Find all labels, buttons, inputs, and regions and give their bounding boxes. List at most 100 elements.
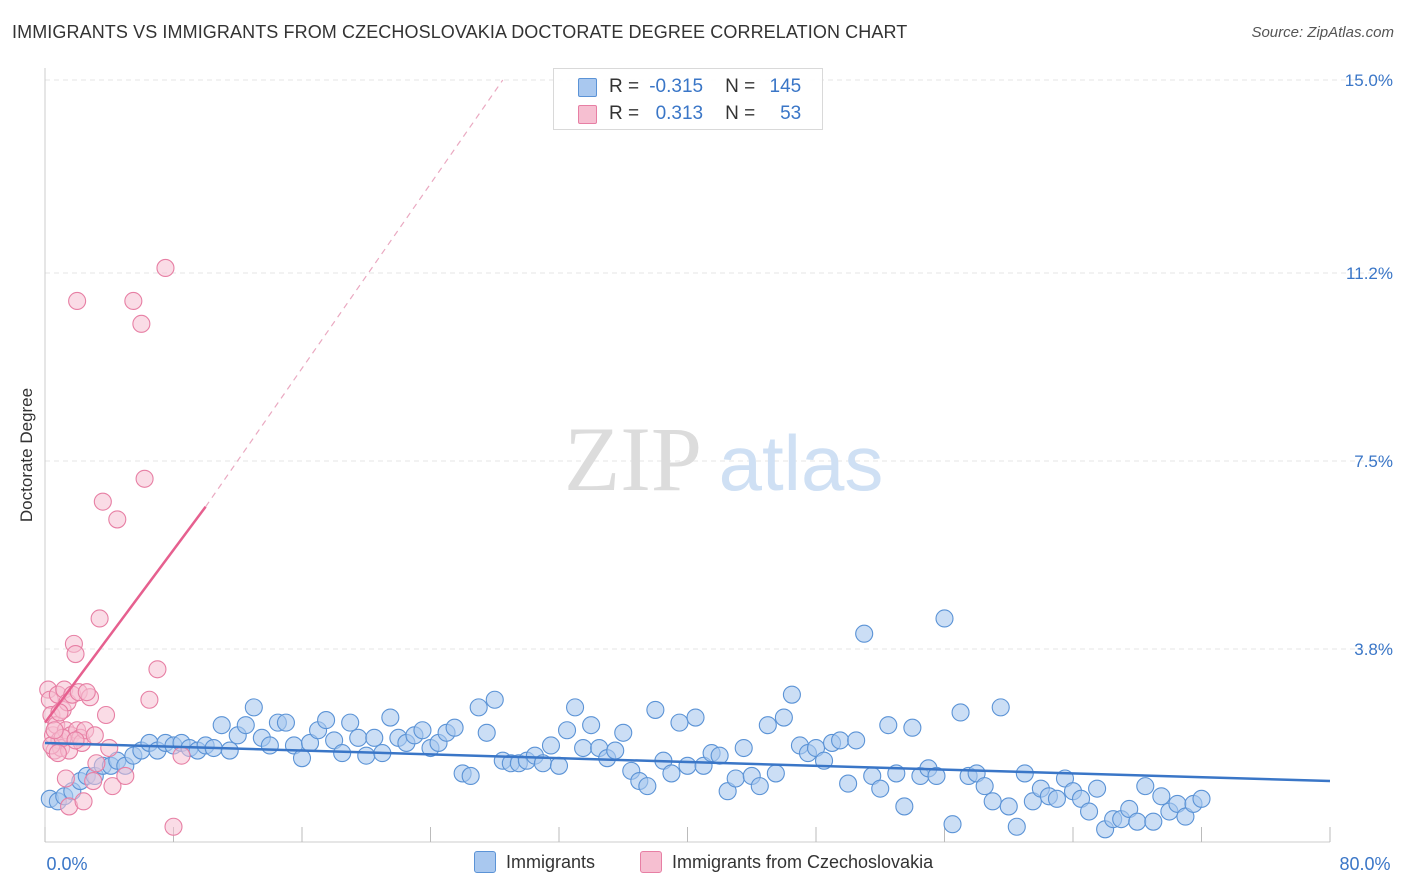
legend-item-immigrants[interactable]: Immigrants: [474, 851, 595, 873]
point-immigrants: [477, 723, 496, 742]
point-immigrants: [317, 711, 336, 730]
point-immigrants: [999, 797, 1018, 816]
source-label: Source: ZipAtlas.com: [1251, 24, 1394, 41]
point-immigrants: [806, 738, 826, 758]
point-immigrants: [983, 792, 1002, 811]
legend-r-value: -0.315: [649, 76, 704, 97]
point-immigrants: [606, 741, 625, 760]
watermark: ZIP atlas: [564, 408, 883, 510]
point-czechoslovakia: [116, 766, 135, 786]
point-czechoslovakia: [140, 690, 159, 709]
point-immigrants: [1015, 764, 1034, 783]
watermark-atlas: atlas: [719, 419, 884, 507]
point-immigrants: [541, 736, 561, 755]
point-immigrants: [1080, 802, 1099, 821]
point-czechoslovakia: [84, 771, 103, 791]
legend-item-label: Immigrants from Czechoslovakia: [672, 851, 934, 872]
series-legend: Immigrants Immigrants from Czechoslovaki…: [0, 851, 1406, 877]
watermark-zip: ZIP: [564, 408, 702, 510]
point-czechoslovakia: [108, 510, 127, 529]
trend-line-immigrants: [44, 741, 1331, 783]
point-immigrants: [1176, 807, 1195, 826]
point-czechoslovakia: [124, 291, 143, 311]
point-immigrants: [903, 718, 922, 737]
trend-lines: [43, 79, 1331, 783]
point-immigrants: [726, 769, 745, 788]
legend-item-label: Immigrants: [506, 851, 596, 872]
legend-n-value: 53: [780, 103, 802, 124]
point-immigrants: [1007, 817, 1026, 836]
legend-item-czechoslovakia[interactable]: Immigrants from Czechoslovakia: [640, 851, 933, 873]
point-immigrants: [341, 713, 360, 732]
legend-r-label: R =: [609, 76, 640, 97]
point-immigrants: [774, 708, 793, 727]
point-immigrants: [1071, 789, 1091, 808]
point-immigrants: [1152, 787, 1171, 806]
point-immigrants: [855, 624, 874, 643]
point-czechoslovakia: [103, 777, 122, 796]
point-immigrants: [927, 766, 946, 786]
point-czechoslovakia: [96, 705, 116, 725]
point-immigrants: [485, 690, 504, 709]
point-immigrants: [1192, 789, 1211, 808]
legend-swatch-czechoslovakia: [640, 851, 662, 873]
point-immigrants: [847, 731, 866, 750]
legend-row-czechoslovakia: R = 0.313 N = 53: [578, 101, 801, 127]
point-czechoslovakia: [135, 469, 154, 488]
legend-n-value: 145: [769, 76, 802, 97]
point-immigrants: [445, 718, 464, 737]
trend-line-czechoslovakia: [43, 505, 207, 724]
point-immigrants: [718, 782, 737, 801]
point-czechoslovakia: [48, 744, 67, 763]
point-immigrants: [461, 766, 480, 786]
point-czechoslovakia: [164, 817, 183, 836]
point-immigrants: [413, 721, 432, 740]
point-immigrants: [236, 716, 255, 735]
point-immigrants: [975, 777, 994, 796]
point-immigrants: [935, 609, 954, 628]
point-immigrants: [967, 764, 986, 783]
point-immigrants: [582, 716, 601, 735]
stats-legend: R = -0.315 N = 145 R = 0.313 N = 53: [553, 68, 823, 130]
point-czechoslovakia: [172, 746, 191, 765]
point-czechoslovakia: [148, 660, 167, 679]
point-immigrants: [943, 815, 962, 834]
point-immigrants: [766, 764, 785, 783]
point-immigrants: [1047, 789, 1066, 808]
point-immigrants: [381, 708, 400, 727]
legend-n-label: N =: [725, 76, 756, 97]
point-immigrants: [469, 698, 488, 717]
tick-labels: 3.8% 7.5% 11.2% 15.0% 0.0% 80.0%: [46, 71, 1393, 874]
point-immigrants: [276, 713, 295, 732]
point-immigrants: [260, 736, 279, 755]
legend-swatch-blue: [578, 77, 597, 97]
point-immigrants: [734, 738, 753, 758]
point-czechoslovakia: [85, 726, 104, 745]
y-tick-label: 7.5%: [1354, 452, 1393, 471]
point-immigrants: [220, 741, 239, 760]
point-immigrants: [1120, 799, 1139, 819]
point-immigrants: [879, 716, 898, 735]
point-immigrants: [292, 749, 312, 768]
point-immigrants: [1144, 812, 1163, 831]
point-immigrants: [349, 728, 368, 747]
y-tick-label: 15.0%: [1345, 71, 1393, 90]
point-czechoslovakia: [100, 738, 119, 758]
point-immigrants: [614, 723, 633, 742]
point-immigrants: [991, 698, 1010, 717]
point-immigrants: [566, 698, 585, 717]
point-immigrants: [357, 746, 376, 765]
point-czechoslovakia: [93, 492, 112, 511]
point-immigrants: [574, 738, 593, 758]
legend-swatch-immigrants: [474, 851, 496, 873]
legend-row-immigrants: R = -0.315 N = 145: [578, 74, 801, 100]
x-tick-label: 0.0%: [46, 854, 87, 874]
point-immigrants: [549, 756, 569, 775]
y-tick-label: 11.2%: [1346, 264, 1393, 283]
chart-title: IMMIGRANTS VS IMMIGRANTS FROM CZECHOSLOV…: [12, 22, 908, 42]
point-immigrants: [365, 728, 384, 747]
point-immigrants: [646, 700, 665, 719]
point-immigrants: [212, 716, 231, 735]
point-czechoslovakia: [77, 683, 96, 702]
